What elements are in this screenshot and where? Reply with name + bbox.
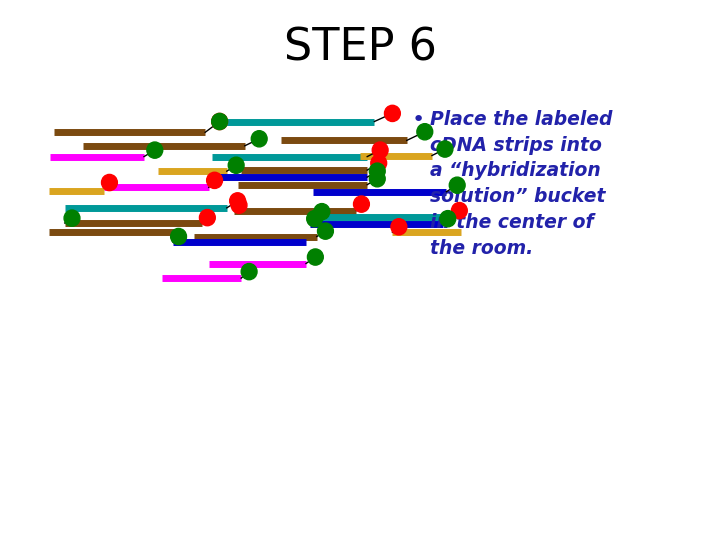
Ellipse shape — [437, 141, 453, 157]
Ellipse shape — [307, 249, 323, 265]
Ellipse shape — [451, 202, 467, 219]
Ellipse shape — [212, 113, 228, 130]
Ellipse shape — [318, 223, 333, 239]
Text: STEP 6: STEP 6 — [284, 26, 436, 70]
Ellipse shape — [147, 142, 163, 158]
Ellipse shape — [230, 193, 246, 209]
Ellipse shape — [212, 113, 228, 130]
Ellipse shape — [102, 174, 117, 191]
Ellipse shape — [449, 177, 465, 193]
Ellipse shape — [228, 157, 244, 173]
Ellipse shape — [369, 163, 385, 179]
Ellipse shape — [231, 197, 247, 213]
Ellipse shape — [369, 171, 385, 187]
Text: •: • — [412, 110, 426, 130]
Ellipse shape — [251, 131, 267, 147]
Ellipse shape — [307, 211, 323, 227]
Ellipse shape — [171, 228, 186, 245]
Ellipse shape — [199, 210, 215, 226]
Ellipse shape — [391, 219, 407, 235]
Text: Place the labeled
cDNA strips into
a “hybridization
solution” bucket
in the cent: Place the labeled cDNA strips into a “hy… — [430, 110, 613, 258]
Ellipse shape — [384, 105, 400, 122]
Ellipse shape — [417, 124, 433, 140]
Ellipse shape — [371, 155, 387, 171]
Ellipse shape — [241, 264, 257, 280]
Ellipse shape — [354, 196, 369, 212]
Ellipse shape — [372, 142, 388, 158]
Ellipse shape — [440, 211, 456, 227]
Ellipse shape — [64, 210, 80, 226]
Ellipse shape — [207, 172, 222, 188]
Ellipse shape — [314, 204, 330, 220]
